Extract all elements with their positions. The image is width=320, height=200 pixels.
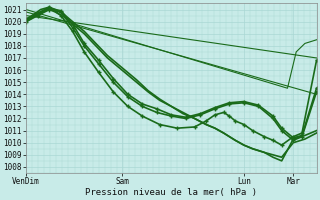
X-axis label: Pression niveau de la mer( hPa ): Pression niveau de la mer( hPa ) bbox=[85, 188, 257, 197]
